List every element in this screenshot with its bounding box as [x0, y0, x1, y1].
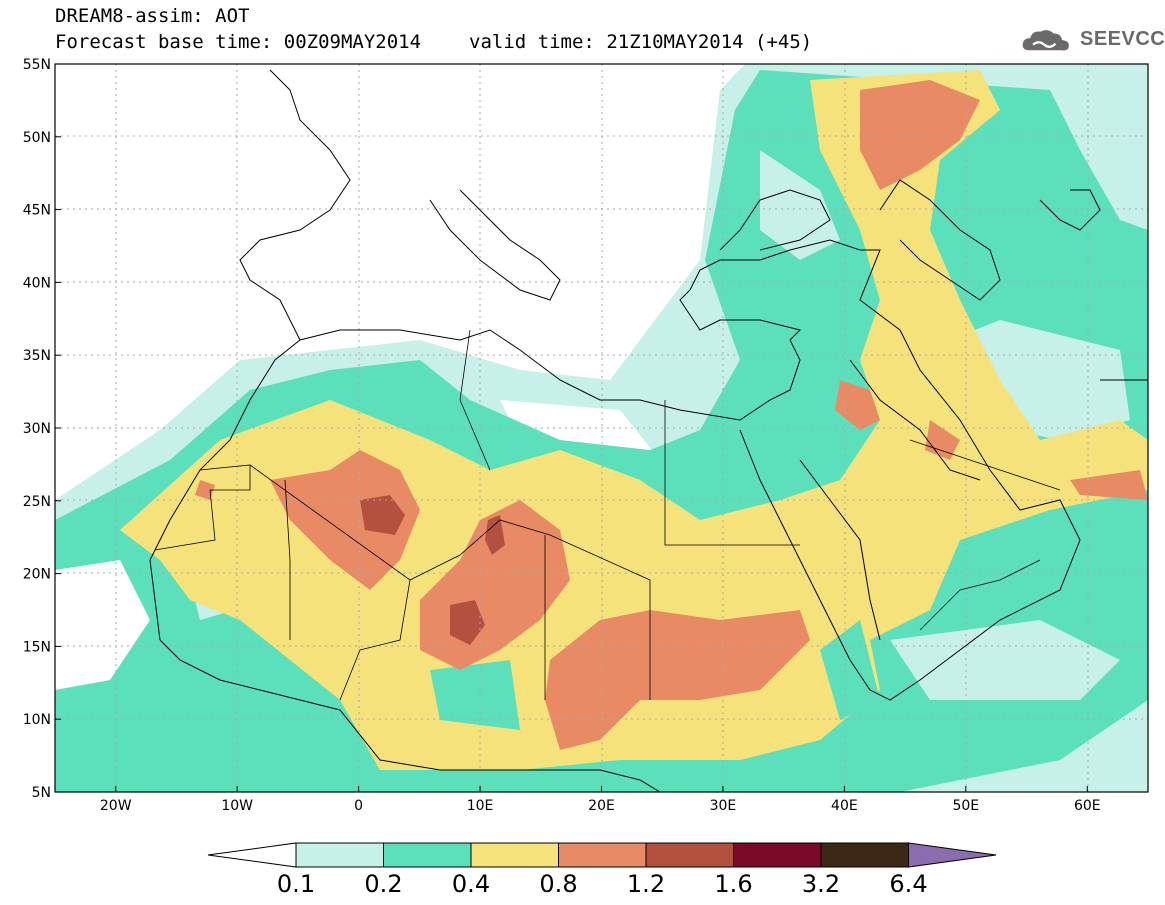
lon-tick-label: 30E: [710, 798, 737, 814]
colorbar-swatch: [645, 842, 734, 868]
lon-labels: 20W 10W 0 10E 20E 30E 40E 50E 60E: [100, 798, 1101, 814]
lat-tick-label: 5N: [32, 785, 51, 801]
base-time: Forecast base time: 00Z09MAY2014: [55, 31, 422, 53]
colorbar-high-arrow: [908, 842, 997, 868]
colorbar-label: 0.2: [364, 870, 403, 898]
lat-tick-label: 40N: [23, 275, 51, 291]
colorbar: [207, 842, 997, 868]
colorbar-label: 3.2: [801, 870, 841, 898]
lon-tick-label: 60E: [1074, 798, 1101, 814]
coastlines: [149, 69, 1148, 792]
borders: [154, 329, 1061, 701]
colorbar-label: 0.1: [276, 870, 316, 898]
colorbar-label: 1.2: [626, 870, 666, 898]
lat-tick-label: 35N: [23, 348, 51, 364]
colorbar-swatch: [470, 842, 559, 868]
colorbar-swatch: [733, 842, 822, 868]
lat-tick-label: 50N: [23, 130, 51, 146]
gridlines: [55, 64, 1148, 792]
lat-labels: 55N 50N 45N 40N 35N 30N 25N 20N 15N 10N 5N: [23, 57, 51, 801]
colorbar-swatch: [295, 842, 384, 868]
logo-text: SEEVCCC: [1080, 28, 1165, 50]
lon-tick-label: 40E: [831, 798, 858, 814]
lon-tick-label: 10E: [467, 798, 494, 814]
time-info: Forecast base time: 00Z09MAY2014 valid ti…: [55, 32, 812, 52]
colorbar-label: 6.4: [889, 870, 928, 898]
colorbar-label: 0.8: [539, 870, 578, 898]
lon-tick-label: 50E: [952, 798, 979, 814]
lon-tick-label: 10W: [221, 798, 253, 814]
lon-tick-label: 0: [354, 798, 363, 814]
colorbar-swatch: [383, 842, 472, 868]
colorbar-label: 0.4: [451, 870, 491, 898]
lat-tick-label: 15N: [23, 639, 51, 655]
lat-tick-label: 25N: [23, 494, 51, 510]
lon-tick-label: 20W: [100, 798, 132, 814]
map-title: DREAM8-assim: AOT: [55, 5, 250, 27]
lon-tick-label: 20E: [588, 798, 615, 814]
lat-tick-label: 45N: [23, 203, 51, 219]
lat-tick-label: 55N: [23, 57, 51, 73]
colorbar-swatch: [820, 842, 909, 868]
valid-time: valid time: 21Z10MAY2014 (+45): [469, 31, 813, 53]
colorbar-swatch: [558, 842, 647, 868]
lat-tick-label: 10N: [23, 712, 51, 728]
lat-tick-label: 20N: [23, 567, 51, 583]
lat-tick-label: 30N: [23, 421, 51, 437]
colorbar-label: 1.6: [714, 870, 753, 898]
axis-ticks: [55, 63, 1088, 793]
cloud-icon: [1022, 30, 1069, 51]
colorbar-low-arrow: [207, 842, 297, 868]
